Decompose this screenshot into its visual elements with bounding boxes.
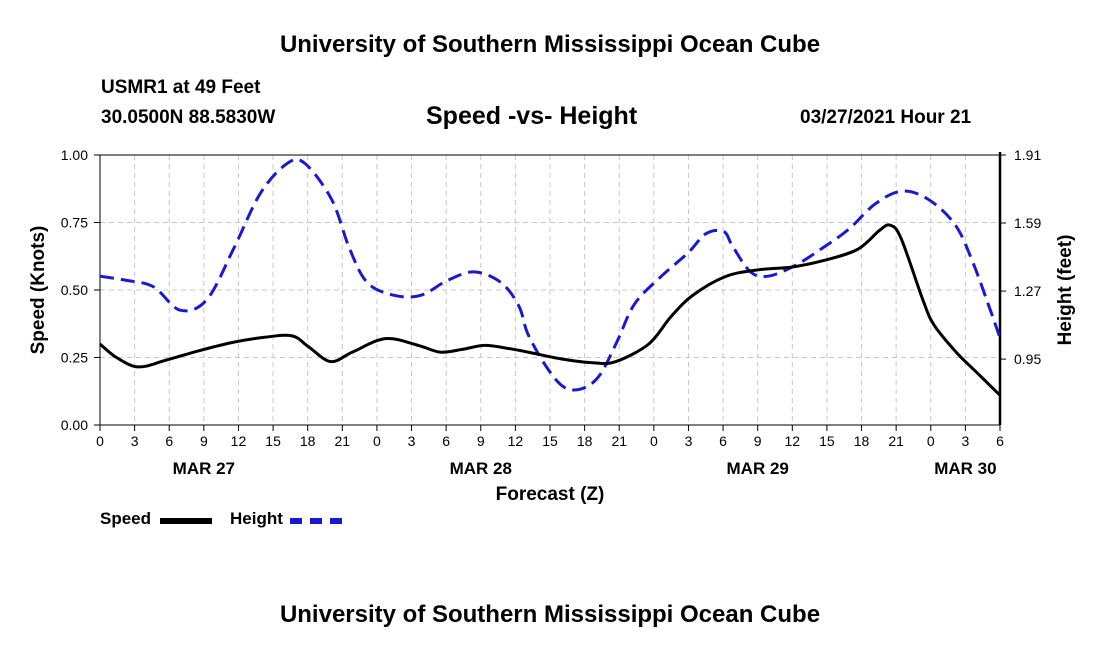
x-tick-label: 12 [508,433,524,449]
x-tick-label: 12 [231,433,247,449]
x-day-label: MAR 30 [934,459,996,478]
x-tick-label: 18 [854,433,870,449]
x-tick-label: 18 [577,433,593,449]
grid [100,155,1000,425]
x-tick-label: 0 [650,433,658,449]
x-tick-label: 3 [408,433,416,449]
x-tick-label: 9 [754,433,762,449]
x-tick-label: 6 [165,433,173,449]
x-tick-label: 21 [335,433,351,449]
x-tick-label: 0 [927,433,935,449]
x-tick-label: 3 [961,433,969,449]
y-tick-label: 0.50 [61,282,88,298]
x-day-label: MAR 27 [173,459,235,478]
x-tick-label: 21 [888,433,904,449]
speed-series-line [99,223,1002,397]
chart-title: Speed -vs- Height [426,102,638,130]
height-series-line [99,157,1002,392]
y2-tick-label: 1.27 [1014,283,1041,299]
series [99,157,1002,397]
coordinates-label: 30.0500N 88.5830W [101,107,276,128]
station-label: USMR1 at 49 Feet [101,77,261,98]
y2-tick-label: 1.91 [1014,147,1041,163]
page-title: University of Southern Mississippi Ocean… [279,31,821,58]
x-tick-label: 15 [819,433,835,449]
y2-axis-title: Height (feet) [1055,235,1076,346]
legend-speed-swatch [160,518,212,524]
x-tick-label: 0 [96,433,104,449]
y-tick-label: 1.00 [61,147,88,163]
x-tick-label: 6 [442,433,450,449]
x-tick-label: 3 [685,433,693,449]
datetime-label: 03/27/2021 Hour 21 [800,107,972,128]
legend-height-label: Height [230,509,283,528]
y-tick-label: 0.25 [61,350,88,366]
y-axis-title: Speed (Knots) [28,226,49,355]
x-tick-label: 6 [719,433,727,449]
x-tick-label: 0 [373,433,381,449]
x-day-label: MAR 29 [727,459,789,478]
x-tick-label: 9 [200,433,208,449]
y-tick-label: 0.75 [61,215,88,231]
x-axis-title: Forecast (Z) [496,484,605,505]
chart: 0 3 6 9 12 15 18 21 0 3 6 9 12 15 18 21 0 3 6 9 12 15 18 21 0 3 6 0… [28,147,1076,505]
x-tick-label: 3 [131,433,139,449]
legend-speed-label: Speed [100,509,152,528]
axis-ticks: 0 3 6 9 12 15 18 21 0 3 6 9 12 15 18 21 0 3 6 9 12 15 18 21 0 3 6 0… [61,147,1042,478]
x-tick-label: 15 [265,433,281,449]
x-tick-label: 15 [542,433,558,449]
x-tick-label: 12 [785,433,801,449]
x-day-label: MAR 28 [450,459,512,478]
x-tick-label: 21 [611,433,627,449]
x-tick-label: 18 [300,433,316,449]
y-tick-label: 0.00 [61,417,88,433]
y2-tick-label: 0.95 [1014,351,1041,367]
x-tick-label: 9 [477,433,485,449]
legend-height-swatch [290,518,342,524]
y2-tick-label: 1.59 [1014,215,1041,231]
footer-title: University of Southern Mississippi Ocean… [279,601,821,628]
x-tick-label: 6 [996,433,1004,449]
